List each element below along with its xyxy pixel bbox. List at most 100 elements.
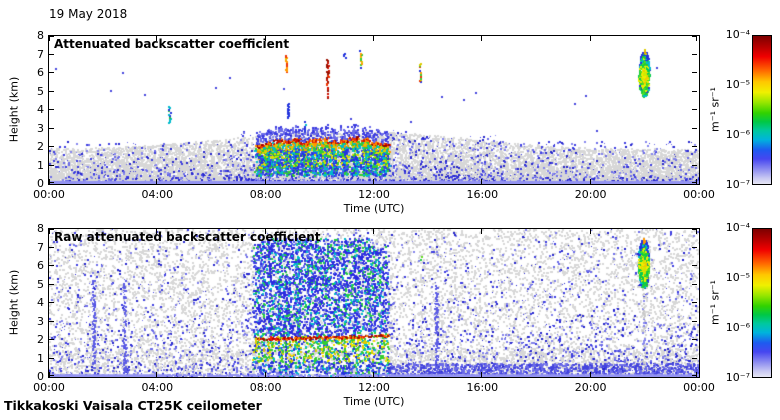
- colorbar-tick-label: 10⁻⁵: [725, 78, 750, 91]
- y-tick-mark: [49, 320, 54, 322]
- y-tick-mark: [692, 229, 697, 230]
- x-tick-label: 12:00: [358, 188, 390, 201]
- x-tick-mark: [156, 372, 158, 377]
- y-tick-mark: [49, 265, 54, 266]
- x-tick-mark: [696, 372, 697, 377]
- y-tick-mark: [692, 339, 697, 340]
- colorbar-tick-label: 10⁻⁶: [725, 128, 750, 141]
- colorbar-unit-label: m⁻¹ sr⁻¹: [708, 280, 722, 325]
- raw-backscatter-heatmap-canvas: [49, 229, 699, 377]
- colorbar-unit-label: m⁻¹ sr⁻¹: [708, 87, 722, 132]
- y-tick-mark: [692, 283, 697, 285]
- y-tick-mark: [49, 90, 54, 92]
- x-tick-mark: [696, 36, 697, 41]
- x-tick-mark: [373, 229, 374, 234]
- x-tick-label: 20:00: [574, 188, 607, 201]
- y-tick-label: 5: [37, 277, 44, 291]
- y-tick-label: 2: [37, 140, 44, 153]
- y-tick-mark: [692, 109, 697, 110]
- x-tick-mark: [481, 179, 483, 184]
- y-tick-label: 8: [37, 29, 44, 42]
- x-tick-mark: [589, 179, 591, 184]
- x-axis-label: Time (UTC): [343, 202, 405, 215]
- y-tick-label: 0: [37, 177, 44, 190]
- x-tick-label: 08:00: [249, 381, 282, 394]
- x-tick-mark: [481, 229, 483, 234]
- y-tick-mark: [49, 72, 54, 73]
- y-tick-mark: [692, 375, 697, 376]
- x-tick-mark: [373, 179, 374, 184]
- y-tick-mark: [692, 90, 697, 92]
- y-tick-label: 5: [37, 84, 44, 98]
- y-tick-mark: [692, 357, 697, 359]
- y-tick-mark: [692, 246, 697, 248]
- x-tick-label: 04:00: [141, 188, 174, 201]
- x-tick-mark: [49, 36, 50, 41]
- panel-title-attenuated: Attenuated backscatter coefficient: [54, 37, 290, 51]
- x-tick-label: 08:00: [249, 188, 282, 201]
- y-tick-label: 3: [37, 314, 44, 328]
- x-tick-mark: [264, 229, 266, 234]
- y-tick-mark: [49, 127, 54, 129]
- x-tick-mark: [49, 179, 50, 184]
- x-tick-mark: [49, 372, 50, 377]
- x-tick-mark: [156, 179, 158, 184]
- y-tick-label: 1: [37, 351, 44, 365]
- y-tick-label: 7: [37, 47, 44, 61]
- y-tick-mark: [49, 375, 54, 376]
- y-tick-mark: [692, 36, 697, 37]
- x-tick-mark: [481, 36, 483, 41]
- panel-attenuated-backscatter: Attenuated backscatter coefficient: [48, 35, 700, 185]
- y-axis-label: Height (km): [7, 269, 21, 336]
- x-tick-label: 00:00: [683, 381, 715, 394]
- y-tick-mark: [49, 302, 54, 303]
- y-tick-mark: [692, 72, 697, 73]
- y-tick-label: 1: [37, 158, 44, 172]
- x-tick-mark: [373, 36, 374, 41]
- y-tick-label: 2: [37, 333, 44, 346]
- x-tick-label: 04:00: [141, 381, 174, 394]
- x-tick-mark: [589, 229, 591, 234]
- panel-title-raw: Raw attenuated backscatter coefficient: [54, 230, 321, 244]
- x-tick-label: 20:00: [574, 381, 607, 394]
- x-axis-label: Time (UTC): [343, 395, 405, 408]
- colorbar-tick-label: 10⁻⁴: [725, 28, 750, 41]
- x-tick-mark: [156, 36, 158, 41]
- y-tick-label: 4: [37, 296, 44, 309]
- y-tick-mark: [49, 53, 54, 55]
- x-tick-mark: [696, 229, 697, 234]
- y-tick-mark: [692, 320, 697, 322]
- x-tick-label: 00:00: [683, 188, 715, 201]
- x-tick-mark: [264, 36, 266, 41]
- y-tick-mark: [49, 357, 54, 359]
- y-tick-label: 6: [37, 66, 44, 79]
- y-tick-mark: [49, 339, 54, 340]
- y-tick-mark: [692, 127, 697, 129]
- x-tick-mark: [373, 372, 374, 377]
- x-tick-mark: [264, 179, 266, 184]
- colorbar-tick-label: 10⁻⁷: [725, 371, 750, 384]
- attenuated-backscatter-heatmap-canvas: [49, 36, 699, 184]
- y-tick-label: 4: [37, 103, 44, 116]
- colorbar-tick-label: 10⁻⁶: [725, 321, 750, 334]
- x-tick-mark: [481, 372, 483, 377]
- y-tick-mark: [49, 283, 54, 285]
- y-tick-label: 8: [37, 222, 44, 235]
- y-tick-label: 3: [37, 121, 44, 135]
- y-tick-mark: [49, 109, 54, 110]
- x-tick-label: 00:00: [33, 381, 65, 394]
- x-tick-mark: [49, 229, 50, 234]
- y-tick-mark: [49, 164, 54, 166]
- panel-raw-backscatter: Raw attenuated backscatter coefficient: [48, 228, 700, 378]
- y-tick-mark: [49, 146, 54, 147]
- colorbar-tick-label: 10⁻⁷: [725, 178, 750, 191]
- y-tick-mark: [692, 302, 697, 303]
- y-tick-label: 7: [37, 240, 44, 254]
- y-tick-mark: [49, 229, 54, 230]
- x-tick-label: 12:00: [358, 381, 390, 394]
- x-tick-label: 16:00: [466, 381, 499, 394]
- y-tick-mark: [692, 265, 697, 266]
- y-tick-mark: [692, 164, 697, 166]
- y-tick-mark: [692, 53, 697, 55]
- x-tick-mark: [264, 372, 266, 377]
